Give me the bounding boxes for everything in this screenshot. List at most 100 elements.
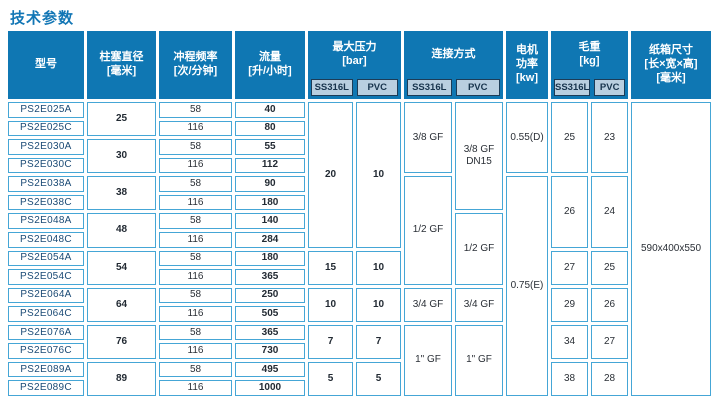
weight-ss316l-cell: 38 [551, 361, 588, 396]
frequency-cell: 58 [159, 250, 232, 267]
frequency-cell: 116 [159, 269, 232, 285]
frequency-cell: 58 [159, 361, 232, 378]
header-power: 电机 功率 [kw] [506, 31, 548, 99]
header-connection: 连接方式 [431, 48, 476, 61]
connection-ss316l-cell: 1" GF [404, 324, 452, 396]
header-weight-pvc: PVC [594, 79, 625, 96]
header-connection-ss316l: SS316L [407, 79, 452, 96]
power-cell: 0.55(D) [506, 102, 548, 174]
flow-cell: 495 [235, 361, 305, 378]
carton-cell: 590x400x550 [631, 102, 711, 396]
weight-pvc-cell: 23 [591, 102, 628, 174]
frequency-cell: 116 [159, 231, 232, 248]
weight-pvc-cell: 26 [591, 287, 628, 322]
weight-ss316l-cell: 26 [551, 176, 588, 248]
header-pressure-pvc: PVC [356, 79, 398, 96]
frequency-cell: 58 [159, 176, 232, 192]
pressure-ss316l-cell: 10 [308, 287, 353, 322]
diameter-cell: 64 [87, 287, 156, 322]
frequency-cell: 116 [159, 194, 232, 211]
model-cell: PS2E038A [8, 176, 84, 192]
flow-cell: 730 [235, 343, 305, 359]
weight-ss316l-cell: 34 [551, 324, 588, 359]
model-cell: PS2E064A [8, 287, 84, 304]
header-pressure-subrow: SS316L PVC [308, 79, 401, 99]
header-model: 型号 [8, 31, 84, 99]
table-body: PS2E025A 58 40 PS2E025C 116 80 PS2E030A 58 55 PS2… [8, 102, 714, 396]
pressure-ss316l-cell: 7 [308, 324, 353, 359]
frequency-cell: 58 [159, 287, 232, 304]
flow-cell: 90 [235, 176, 305, 192]
header-pressure-ss316l: SS316L [311, 79, 353, 96]
frequency-cell: 58 [159, 139, 232, 155]
pressure-ss316l-cell: 15 [308, 250, 353, 285]
pressure-pvc-cell: 7 [356, 324, 401, 359]
connection-pvc-cell: 3/8 GF DN15 [455, 102, 503, 211]
connection-pvc-cell: 1/2 GF [455, 213, 503, 285]
diameter-cell: 54 [87, 250, 156, 285]
flow-cell: 365 [235, 324, 305, 341]
page-title: 技术参数 [10, 10, 75, 27]
header-weight-ss316l: SS316L [554, 79, 591, 96]
header-flow: 流量 [升/小时] [235, 31, 305, 99]
pressure-pvc-cell: 10 [356, 102, 401, 248]
flow-cell: 55 [235, 139, 305, 155]
model-cell: PS2E064C [8, 306, 84, 322]
spec-table: 型号 柱塞直径 [毫米] 冲程频率 [次/分钟] 流量 [升/小时] 最大压力 … [8, 31, 714, 396]
weight-ss316l-cell: 25 [551, 102, 588, 174]
frequency-cell: 116 [159, 343, 232, 359]
model-cell: PS2E076A [8, 324, 84, 341]
header-pressure: 最大压力 [bar] [332, 41, 377, 67]
header-weight-group: 毛重 [kg] SS316L PVC [551, 31, 628, 99]
header-diameter: 柱塞直径 [毫米] [87, 31, 156, 99]
model-cell: PS2E025A [8, 102, 84, 118]
pressure-ss316l-cell: 5 [308, 361, 353, 396]
header-connection-subrow: SS316L PVC [404, 79, 503, 99]
model-cell: PS2E089C [8, 380, 84, 396]
pressure-pvc-cell: 10 [356, 250, 401, 285]
frequency-cell: 58 [159, 102, 232, 118]
table-header-row: 型号 柱塞直径 [毫米] 冲程频率 [次/分钟] 流量 [升/小时] 最大压力 … [8, 31, 714, 99]
header-weight-subrow: SS316L PVC [551, 79, 628, 99]
flow-cell: 250 [235, 287, 305, 304]
frequency-cell: 116 [159, 120, 232, 137]
frequency-cell: 116 [159, 380, 232, 396]
frequency-cell: 116 [159, 306, 232, 322]
weight-pvc-cell: 25 [591, 250, 628, 285]
connection-ss316l-cell: 3/8 GF [404, 102, 452, 174]
connection-ss316l-cell: 3/4 GF [404, 287, 452, 322]
model-cell: PS2E030C [8, 157, 84, 174]
power-cell: 0.75(E) [506, 176, 548, 396]
header-pressure-group: 最大压力 [bar] SS316L PVC [308, 31, 401, 99]
header-frequency: 冲程频率 [次/分钟] [159, 31, 232, 99]
connection-pvc-cell: 1" GF [455, 324, 503, 396]
diameter-cell: 38 [87, 176, 156, 211]
flow-cell: 180 [235, 250, 305, 267]
header-carton: 纸箱尺寸 [长×宽×高] [毫米] [631, 31, 711, 99]
header-connection-group: 连接方式 SS316L PVC [404, 31, 503, 99]
model-cell: PS2E048C [8, 231, 84, 248]
connection-pvc-cell: 3/4 GF [455, 287, 503, 322]
diameter-cell: 89 [87, 361, 156, 396]
model-cell: PS2E054A [8, 250, 84, 267]
header-weight: 毛重 [kg] [578, 41, 601, 67]
model-cell: PS2E038C [8, 194, 84, 211]
flow-cell: 284 [235, 231, 305, 248]
weight-pvc-cell: 24 [591, 176, 628, 248]
diameter-cell: 76 [87, 324, 156, 359]
flow-cell: 80 [235, 120, 305, 137]
pressure-pvc-cell: 5 [356, 361, 401, 396]
weight-pvc-cell: 27 [591, 324, 628, 359]
flow-cell: 365 [235, 269, 305, 285]
pressure-pvc-cell: 10 [356, 287, 401, 322]
weight-pvc-cell: 28 [591, 361, 628, 396]
flow-cell: 112 [235, 157, 305, 174]
flow-cell: 180 [235, 194, 305, 211]
header-connection-pvc: PVC [455, 79, 500, 96]
frequency-cell: 116 [159, 157, 232, 174]
frequency-cell: 58 [159, 213, 232, 229]
weight-ss316l-cell: 27 [551, 250, 588, 285]
diameter-cell: 30 [87, 139, 156, 174]
frequency-cell: 58 [159, 324, 232, 341]
model-cell: PS2E030A [8, 139, 84, 155]
